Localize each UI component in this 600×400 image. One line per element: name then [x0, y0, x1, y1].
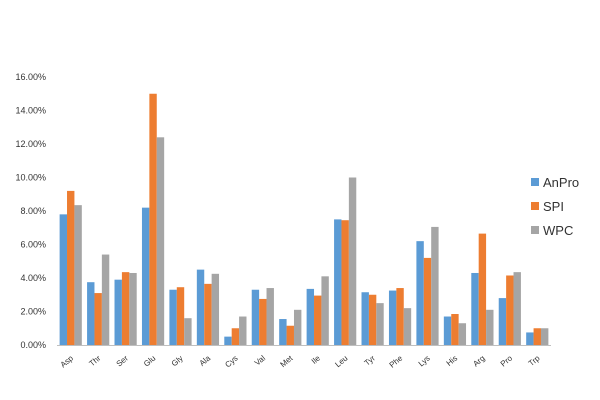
- bar-wpc-leu: [348, 177, 357, 345]
- bar-wpc-lys: [431, 226, 439, 345]
- bar-anpro-ser: [114, 279, 122, 345]
- bar-spi-leu: [341, 220, 349, 345]
- y-tick-label: 12.00%: [15, 139, 46, 149]
- legend-swatch-anpro: [531, 178, 539, 186]
- bar-anpro-tyr: [361, 292, 369, 345]
- bar-wpc-phe: [403, 308, 412, 345]
- x-axis-labels: Asp Thr Ser Glu Gly Ala Cys Val Met Ile Leu Tyr Phe L…: [59, 353, 542, 370]
- bars-group: [59, 93, 549, 346]
- x-tick-label: Gly: [170, 354, 185, 369]
- bar-anpro-ile: [306, 288, 315, 345]
- bar-spi-lys: [423, 257, 432, 345]
- y-tick-label: 0.00%: [20, 340, 46, 350]
- y-tick-label: 2.00%: [20, 307, 46, 317]
- x-tick-label: Thr: [87, 353, 102, 368]
- y-tick-label: 16.00%: [15, 72, 46, 82]
- legend-label-anpro: AnPro: [543, 175, 579, 190]
- bar-spi-arg: [478, 233, 487, 345]
- y-tick-label: 6.00%: [20, 240, 46, 250]
- y-tick-label: 8.00%: [20, 206, 46, 216]
- bar-wpc-tyr: [376, 303, 384, 346]
- bar-wpc-ile: [321, 276, 329, 345]
- bar-spi-met: [286, 325, 294, 345]
- legend-swatch-wpc: [531, 226, 539, 234]
- bar-anpro-cys: [224, 336, 232, 346]
- bar-wpc-cys: [239, 316, 247, 345]
- bar-wpc-asp: [74, 205, 82, 345]
- x-tick-label: Ala: [198, 353, 213, 368]
- bar-wpc-ala: [211, 273, 220, 345]
- bar-spi-pro: [506, 275, 514, 345]
- bar-wpc-val: [266, 288, 274, 345]
- y-tick-label: 10.00%: [15, 173, 46, 183]
- bar-wpc-arg: [486, 309, 494, 345]
- bar-spi-gly: [176, 287, 185, 345]
- bar-anpro-phe: [388, 290, 397, 345]
- x-tick-label: His: [445, 354, 460, 368]
- bar-anpro-gly: [169, 289, 177, 345]
- legend-label-wpc: WPC: [543, 223, 573, 238]
- x-tick-label: Tyr: [363, 353, 378, 367]
- bar-anpro-val: [251, 289, 260, 345]
- bar-anpro-met: [279, 319, 287, 345]
- legend: AnPro SPI WPC: [531, 175, 579, 238]
- legend-label-spi: SPI: [543, 199, 564, 214]
- bar-wpc-glu: [156, 137, 165, 345]
- x-tick-label: Phe: [388, 353, 405, 369]
- x-tick-label: Ser: [115, 353, 131, 368]
- x-tick-label: Lys: [417, 354, 432, 369]
- bar-anpro-ala: [196, 269, 205, 346]
- bar-spi-glu: [149, 93, 157, 345]
- bar-spi-his: [451, 314, 459, 345]
- x-tick-label: Leu: [333, 354, 349, 369]
- bar-wpc-gly: [184, 318, 192, 345]
- bar-spi-asp: [67, 190, 75, 345]
- bar-wpc-pro: [513, 272, 521, 345]
- bar-anpro-thr: [87, 282, 95, 345]
- x-tick-label: Val: [253, 353, 267, 367]
- bar-anpro-leu: [334, 219, 342, 346]
- bar-anpro-his: [443, 316, 452, 345]
- bar-spi-ser: [121, 272, 130, 345]
- x-tick-label: Glu: [142, 354, 157, 369]
- bar-spi-phe: [396, 288, 404, 345]
- bar-anpro-lys: [416, 241, 424, 345]
- x-tick-label: Asp: [59, 353, 76, 369]
- bar-spi-tyr: [368, 294, 377, 345]
- x-tick-label: Arg: [471, 354, 486, 369]
- bar-wpc-met: [293, 309, 302, 345]
- bar-wpc-his: [458, 323, 467, 345]
- bar-anpro-trp: [526, 332, 534, 345]
- x-tick-label: Ile: [310, 353, 323, 366]
- bar-anpro-asp: [59, 214, 68, 345]
- bar-anpro-pro: [498, 298, 507, 345]
- bar-spi-ala: [204, 283, 212, 345]
- x-tick-label: Cys: [223, 354, 239, 370]
- bar-spi-trp: [533, 328, 541, 345]
- y-axis-ticks: 0.00% 2.00% 4.00% 6.00% 8.00% 10.00% 12.00% 14.…: [15, 72, 46, 350]
- y-tick-label: 4.00%: [20, 273, 46, 283]
- x-tick-label: Met: [279, 353, 296, 369]
- y-tick-label: 14.00%: [15, 106, 46, 116]
- legend-swatch-spi: [531, 202, 539, 210]
- bar-spi-ile: [314, 295, 322, 345]
- bar-anpro-arg: [471, 272, 479, 345]
- bar-anpro-glu: [141, 207, 150, 345]
- x-tick-label: Trp: [527, 353, 542, 368]
- x-tick-label: Pro: [499, 353, 515, 368]
- bar-wpc-thr: [101, 254, 110, 345]
- bar-wpc-ser: [129, 272, 137, 345]
- bar-spi-cys: [231, 328, 240, 345]
- bar-wpc-trp: [540, 328, 549, 345]
- bar-spi-thr: [94, 293, 102, 345]
- bar-spi-val: [259, 298, 267, 345]
